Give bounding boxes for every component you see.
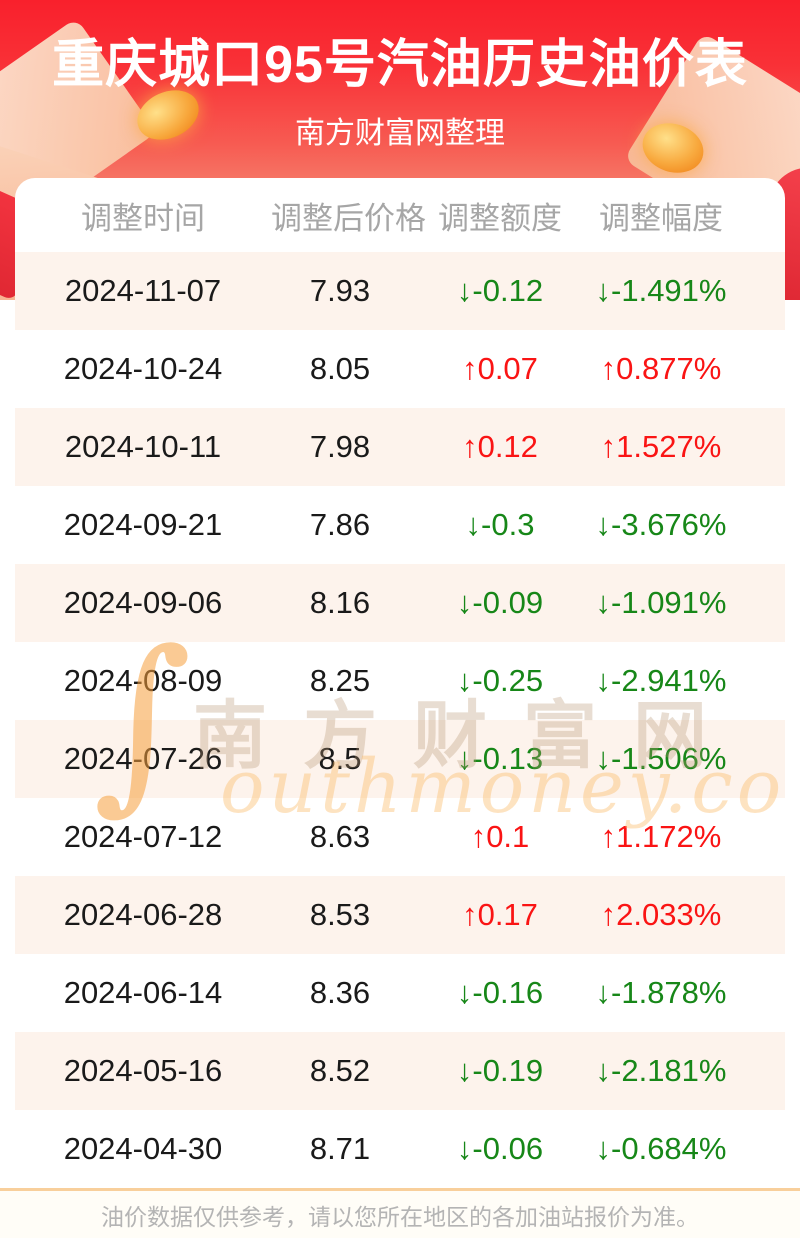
page-subtitle: 南方财富网整理 xyxy=(295,117,505,150)
column-header-change: 调整额度 xyxy=(438,200,562,236)
price-cell: 8.71 xyxy=(309,1131,371,1166)
price-cell: 7.86 xyxy=(309,507,371,542)
price-cell: 8.52 xyxy=(309,1053,371,1088)
table-row: 2024-04-30 8.71 ↓-0.06 ↓-0.684% xyxy=(15,1110,785,1188)
price-cell: 8.53 xyxy=(309,897,371,932)
table-header-row: 调整时间 调整后价格 调整额度 调整幅度 xyxy=(15,178,785,252)
price-cell: 8.16 xyxy=(309,585,371,620)
change-cell: ↑0.07 xyxy=(462,351,538,386)
date-cell: 2024-06-14 xyxy=(63,975,223,1010)
price-cell: 8.5 xyxy=(318,741,362,776)
date-cell: 2024-10-24 xyxy=(63,351,223,386)
change-cell: ↑0.1 xyxy=(470,819,530,854)
price-cell: 8.36 xyxy=(309,975,371,1010)
change-cell: ↓-0.3 xyxy=(465,507,535,542)
table-row: 2024-06-14 8.36 ↓-0.16 ↓-1.878% xyxy=(15,954,785,1032)
percent-cell: ↓-2.181% xyxy=(595,1053,727,1088)
percent-cell: ↓-0.684% xyxy=(595,1131,727,1166)
date-cell: 2024-07-12 xyxy=(63,819,223,854)
table-row: 2024-08-09 8.25 ↓-0.25 ↓-2.941% xyxy=(15,642,785,720)
change-cell: ↓-0.12 xyxy=(456,273,544,308)
date-cell: 2024-08-09 xyxy=(63,663,223,698)
date-cell: 2024-07-26 xyxy=(63,741,223,776)
date-cell: 2024-04-30 xyxy=(63,1131,223,1166)
percent-cell: ↓-3.676% xyxy=(595,507,727,542)
table-row: 2024-09-21 7.86 ↓-0.3 ↓-3.676% xyxy=(15,486,785,564)
page-title: 重庆城口95号汽油历史油价表 xyxy=(52,36,748,94)
percent-cell: ↓-1.506% xyxy=(595,741,727,776)
change-cell: ↓-0.13 xyxy=(456,741,544,776)
price-table-card: 调整时间 调整后价格 调整额度 调整幅度 2024-11-07 7.93 ↓-0.1… xyxy=(15,178,785,1188)
percent-cell: ↓-1.491% xyxy=(595,273,727,308)
change-cell: ↑0.17 xyxy=(462,897,538,932)
change-cell: ↓-0.09 xyxy=(456,585,544,620)
change-cell: ↓-0.25 xyxy=(456,663,544,698)
date-cell: 2024-05-16 xyxy=(63,1053,223,1088)
price-cell: 8.63 xyxy=(309,819,371,854)
footer-note: 油价数据仅供参考，请以您所在地区的各加油站报价为准。 xyxy=(0,1191,800,1238)
table-row: 2024-07-12 8.63 ↑0.1 ↑1.172% xyxy=(15,798,785,876)
table-row: 2024-05-16 8.52 ↓-0.19 ↓-2.181% xyxy=(15,1032,785,1110)
column-header-price: 调整后价格 xyxy=(271,200,426,236)
percent-cell: ↓-1.878% xyxy=(595,975,727,1010)
price-cell: 8.25 xyxy=(309,663,371,698)
table-body: 2024-11-07 7.93 ↓-0.12 ↓-1.491% 2024-10-24 8.… xyxy=(15,252,785,1188)
change-cell: ↑0.12 xyxy=(462,429,538,464)
price-cell: 8.05 xyxy=(309,351,371,386)
column-header-time: 调整时间 xyxy=(81,200,205,236)
column-header-percent: 调整幅度 xyxy=(599,200,723,236)
price-cell: 7.93 xyxy=(309,273,371,308)
table-row: 2024-09-06 8.16 ↓-0.09 ↓-1.091% xyxy=(15,564,785,642)
percent-cell: ↓-1.091% xyxy=(595,585,727,620)
date-cell: 2024-06-28 xyxy=(63,897,223,932)
date-cell: 2024-11-07 xyxy=(64,273,222,308)
price-cell: 7.98 xyxy=(309,429,371,464)
date-cell: 2024-09-06 xyxy=(63,585,223,620)
table-row: 2024-06-28 8.53 ↑0.17 ↑2.033% xyxy=(15,876,785,954)
change-cell: ↓-0.16 xyxy=(456,975,544,1010)
date-cell: 2024-10-11 xyxy=(64,429,222,464)
percent-cell: ↑0.877% xyxy=(600,351,722,386)
percent-cell: ↓-2.941% xyxy=(595,663,727,698)
table-row: 2024-07-26 8.5 ↓-0.13 ↓-1.506% xyxy=(15,720,785,798)
percent-cell: ↑2.033% xyxy=(600,897,722,932)
percent-cell: ↑1.527% xyxy=(600,429,722,464)
table-row: 2024-10-24 8.05 ↑0.07 ↑0.877% xyxy=(15,330,785,408)
date-cell: 2024-09-21 xyxy=(63,507,223,542)
change-cell: ↓-0.06 xyxy=(456,1131,544,1166)
table-row: 2024-11-07 7.93 ↓-0.12 ↓-1.491% xyxy=(15,252,785,330)
footer-divider xyxy=(0,1188,800,1191)
change-cell: ↓-0.19 xyxy=(456,1053,544,1088)
percent-cell: ↑1.172% xyxy=(600,819,722,854)
table-row: 2024-10-11 7.98 ↑0.12 ↑1.527% xyxy=(15,408,785,486)
